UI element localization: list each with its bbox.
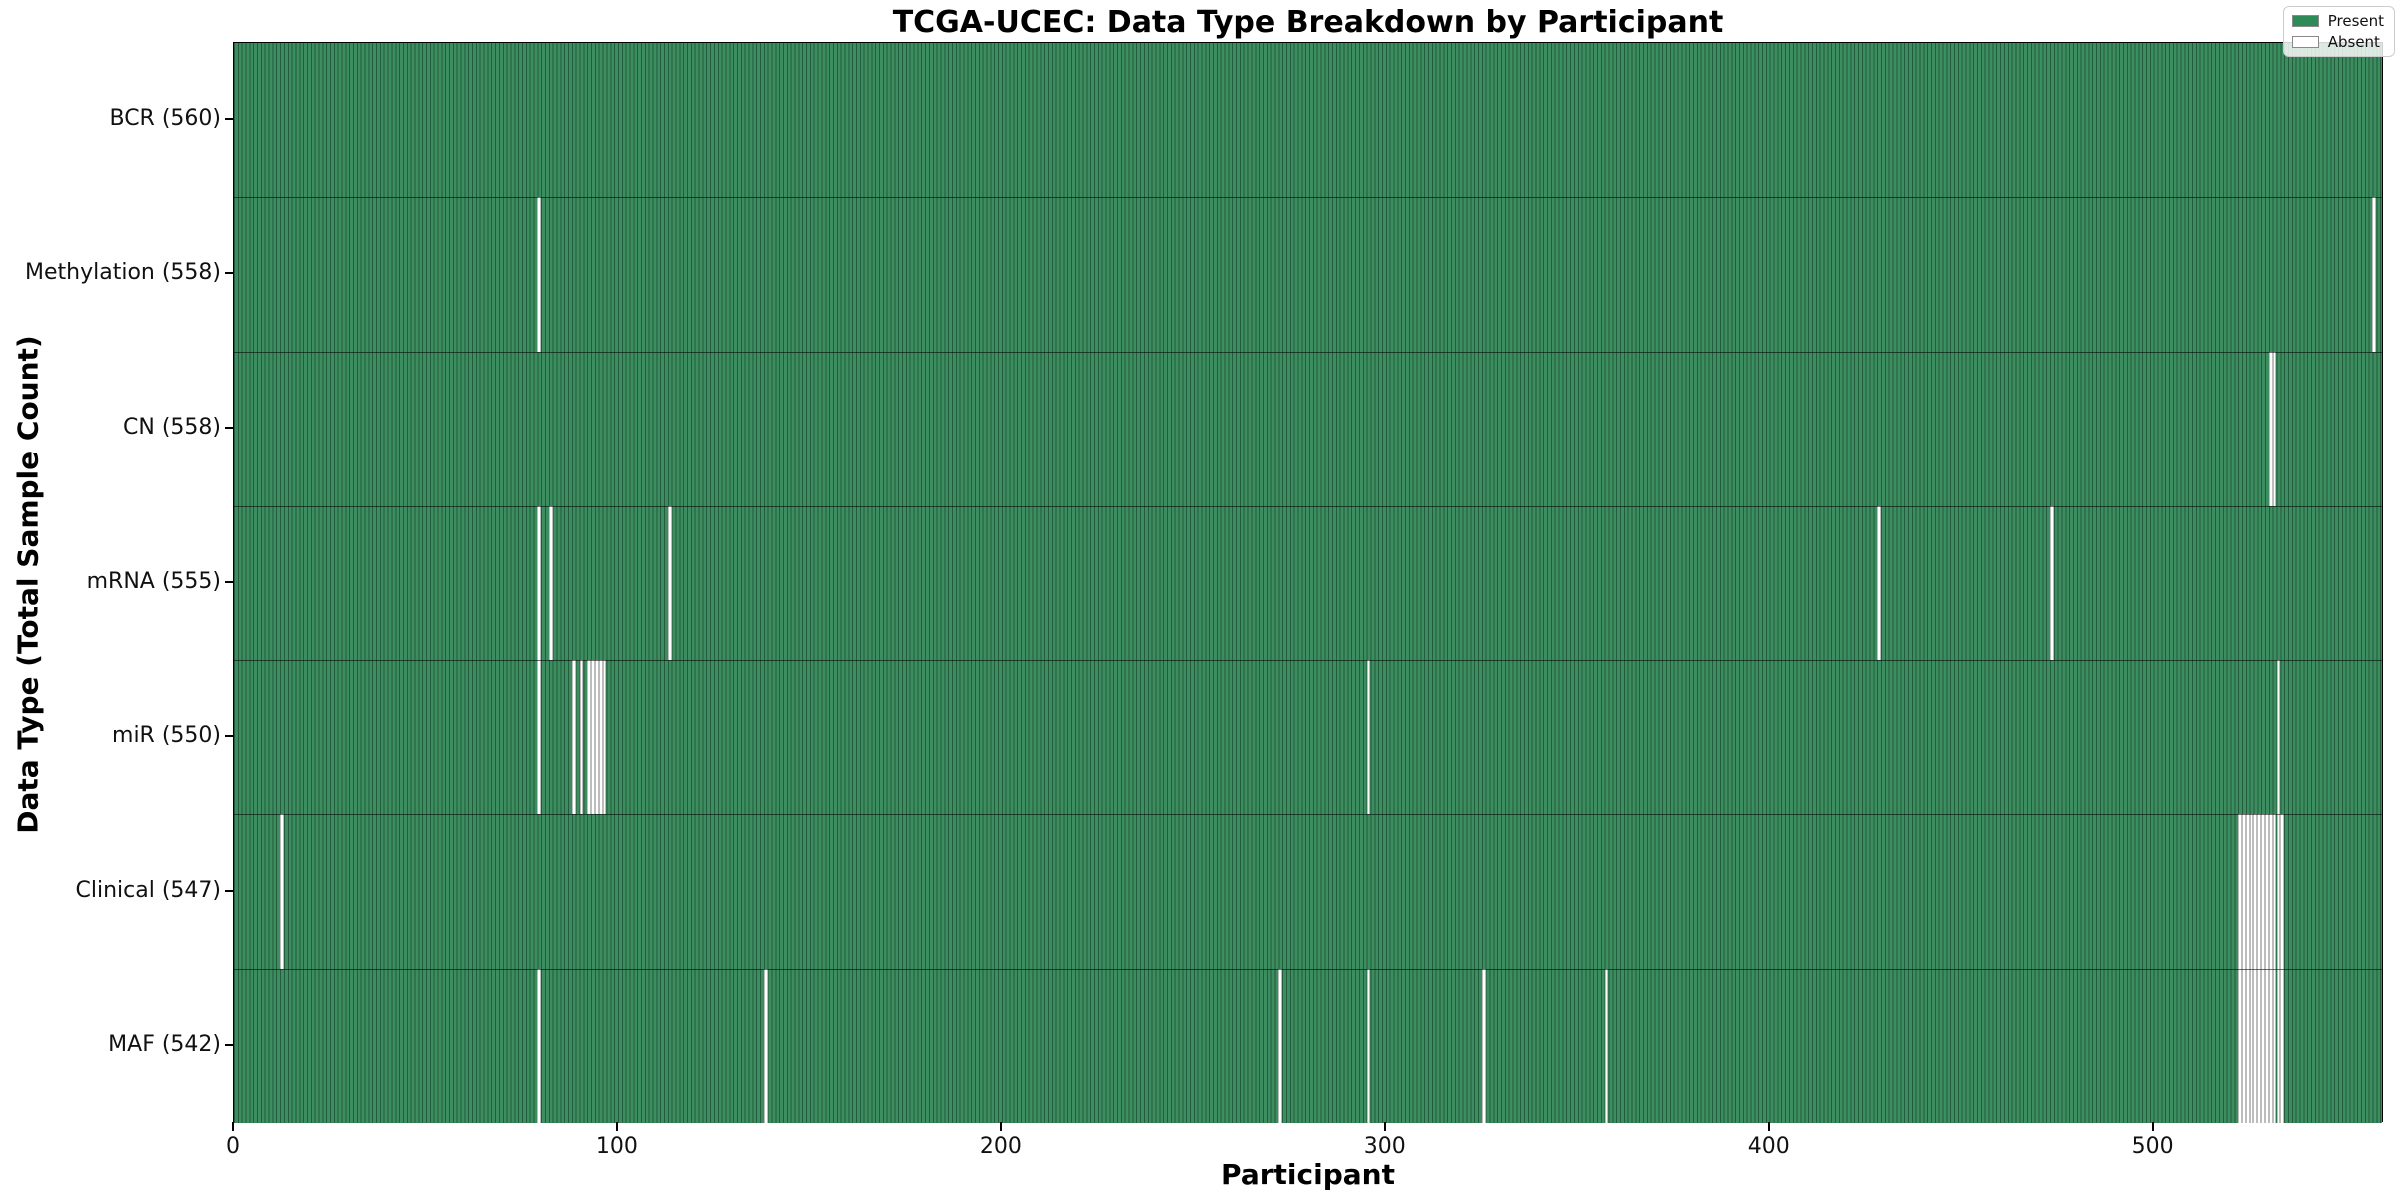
absent-stripe (1278, 968, 1283, 1123)
y-tick-mark (225, 426, 233, 429)
absent-stripe (2268, 351, 2273, 506)
absent-stripe (537, 197, 542, 352)
absent-stripe (579, 660, 584, 815)
row-divider (234, 814, 2382, 816)
absent-stripe (2268, 814, 2273, 969)
absent-stripe (2249, 814, 2254, 969)
absent-stripe (537, 968, 542, 1123)
absent-stripe (2257, 814, 2262, 969)
x-tick-mark (232, 1122, 234, 1131)
absent-stripe (2272, 814, 2277, 969)
absent-stripe (571, 660, 576, 815)
absent-stripe (667, 505, 672, 661)
absent-stripe (594, 660, 599, 815)
absent-stripe (2241, 814, 2246, 969)
absent-stripe (598, 660, 603, 815)
absent-stripe (537, 505, 542, 661)
absent-stripe (548, 505, 553, 661)
absent-stripe (2238, 814, 2242, 969)
data-row-maf (234, 968, 2382, 1123)
y-tick-mark (225, 581, 233, 583)
y-tick-mark (225, 889, 233, 892)
absent-stripe (2280, 814, 2285, 969)
y-tick-mark (225, 735, 233, 738)
absent-stripe (2276, 968, 2281, 1123)
legend: Present Absent (2282, 6, 2395, 57)
data-row-methylation (234, 197, 2382, 352)
absent-stripe (763, 968, 768, 1123)
absent-stripe (2261, 814, 2265, 969)
legend-swatch-present (2291, 15, 2319, 27)
row-divider (234, 505, 2382, 507)
legend-swatch-absent (2291, 36, 2319, 48)
row-divider (234, 197, 2382, 199)
x-tick-mark (2151, 1122, 2154, 1131)
data-row-clinical (234, 814, 2382, 969)
absent-stripe (2253, 968, 2258, 1123)
y-tick-mark (225, 272, 233, 275)
absent-stripe (2276, 814, 2281, 969)
plot-area (233, 42, 2383, 1123)
legend-label-present: Present (2327, 12, 2384, 30)
x-tick-label-100: 100 (595, 1134, 638, 1159)
x-tick-mark (999, 1122, 1002, 1131)
data-row-cn (234, 351, 2382, 506)
legend-label-absent: Absent (2327, 33, 2380, 51)
absent-stripe (602, 660, 607, 815)
absent-stripe (2272, 968, 2277, 1123)
y-tick-label-methylation: Methylation (558) (25, 260, 221, 286)
absent-stripe (2280, 968, 2285, 1123)
absent-stripe (1366, 660, 1371, 815)
absent-stripe (2253, 814, 2258, 969)
y-axis-label: Data Type (Total Sample Count) (11, 335, 45, 834)
data-row-bcr (234, 43, 2382, 198)
absent-stripe (1877, 505, 1882, 661)
x-tick-label-300: 300 (1363, 1134, 1406, 1159)
x-tick-mark (1383, 1122, 1386, 1131)
absent-stripe (2245, 814, 2250, 969)
x-tick-label-200: 200 (979, 1134, 1022, 1159)
x-tick-label-0: 0 (226, 1134, 240, 1159)
absent-stripe (591, 660, 595, 815)
absent-stripe (2257, 968, 2262, 1123)
x-tick-mark (1767, 1122, 1770, 1131)
absent-stripe (280, 814, 284, 969)
absent-stripe (1366, 968, 1371, 1123)
absent-stripe (1481, 968, 1486, 1123)
absent-stripe (2264, 968, 2269, 1123)
absent-stripe (2249, 968, 2254, 1123)
x-tick-mark (615, 1122, 618, 1131)
x-tick-label-500: 500 (2131, 1134, 2174, 1159)
absent-stripe (537, 660, 542, 815)
legend-entry-present: Present (2291, 12, 2384, 30)
absent-stripe (2268, 968, 2273, 1123)
absent-stripe (2241, 968, 2246, 1123)
data-row-mir (234, 660, 2382, 815)
y-tick-mark (225, 1043, 233, 1046)
absent-stripe (2372, 197, 2377, 352)
absent-stripe (2272, 351, 2277, 506)
y-tick-label-clinical: Clinical (547) (75, 877, 221, 903)
row-divider (234, 351, 2382, 353)
absent-stripe (2264, 814, 2269, 969)
row-divider (234, 968, 2382, 970)
absent-stripe (2238, 968, 2242, 1123)
absent-stripe (587, 660, 592, 815)
chart-title: TCGA-UCEC: Data Type Breakdown by Partic… (892, 5, 1724, 40)
y-tick-mark (225, 118, 233, 121)
absent-stripe (2049, 505, 2054, 661)
y-tick-label-bcr: BCR (560) (109, 106, 221, 132)
data-row-mrna (234, 505, 2382, 661)
absent-stripe (1604, 968, 1609, 1123)
y-tick-label-maf: MAF (542) (108, 1031, 221, 1057)
legend-entry-absent: Absent (2291, 33, 2384, 51)
absent-stripe (2261, 968, 2265, 1123)
absent-stripe (2276, 660, 2281, 815)
absent-stripe (2245, 968, 2250, 1123)
x-axis-label: Participant (1221, 1158, 1395, 1191)
row-divider (234, 660, 2382, 662)
x-tick-label-400: 400 (1747, 1134, 1790, 1159)
